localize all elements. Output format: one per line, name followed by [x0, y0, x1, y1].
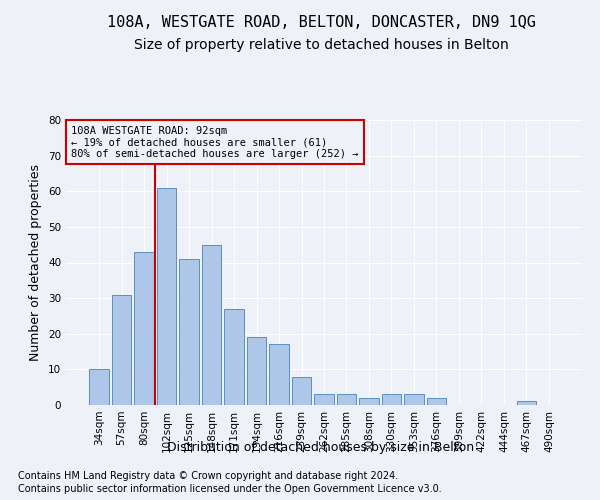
Bar: [179, 259, 199, 405]
Text: 108A, WESTGATE ROAD, BELTON, DONCASTER, DN9 1QG: 108A, WESTGATE ROAD, BELTON, DONCASTER, …: [107, 15, 535, 30]
Bar: [134, 252, 154, 405]
Bar: [292, 376, 311, 405]
Bar: [157, 188, 176, 405]
Bar: [427, 398, 446, 405]
Y-axis label: Number of detached properties: Number of detached properties: [29, 164, 43, 361]
Bar: [359, 398, 379, 405]
Bar: [247, 338, 266, 405]
Bar: [112, 294, 131, 405]
Bar: [269, 344, 289, 405]
Bar: [404, 394, 424, 405]
Bar: [89, 370, 109, 405]
Bar: [314, 394, 334, 405]
Bar: [382, 394, 401, 405]
Text: Contains HM Land Registry data © Crown copyright and database right 2024.: Contains HM Land Registry data © Crown c…: [18, 471, 398, 481]
Bar: [337, 394, 356, 405]
Text: 108A WESTGATE ROAD: 92sqm
← 19% of detached houses are smaller (61)
80% of semi-: 108A WESTGATE ROAD: 92sqm ← 19% of detac…: [71, 126, 359, 159]
Bar: [517, 402, 536, 405]
Bar: [224, 309, 244, 405]
Bar: [202, 244, 221, 405]
Text: Distribution of detached houses by size in Belton: Distribution of detached houses by size …: [167, 441, 475, 454]
Text: Size of property relative to detached houses in Belton: Size of property relative to detached ho…: [134, 38, 508, 52]
Text: Contains public sector information licensed under the Open Government Licence v3: Contains public sector information licen…: [18, 484, 442, 494]
